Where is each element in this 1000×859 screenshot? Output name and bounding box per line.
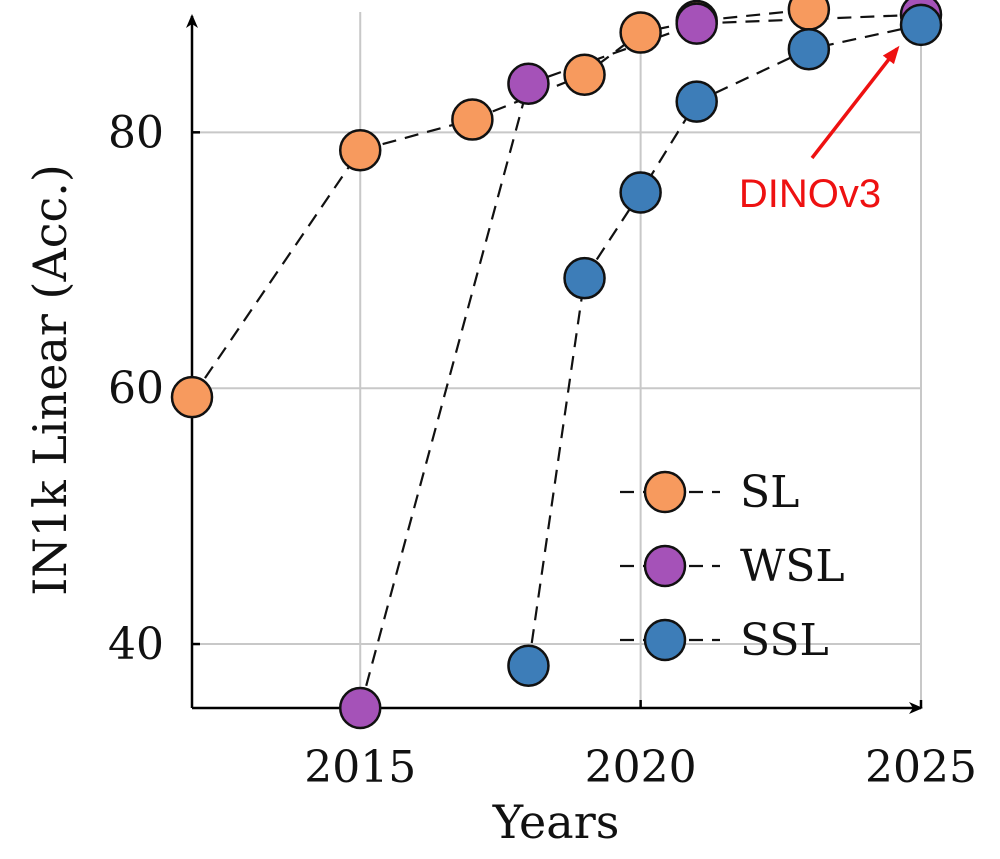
- point-sl-2012: [170, 375, 214, 419]
- series-line-ssl: [527, 23, 922, 666]
- axes: [186, 14, 923, 714]
- point-ssl-2018: [507, 644, 550, 688]
- x-axis-title: Years: [492, 795, 620, 849]
- x-tick-label-2020: 2020: [585, 742, 697, 793]
- point-ssl-2020: [619, 171, 662, 214]
- point-sl-2023: [787, 0, 831, 31]
- y-tick-label-80: 80: [108, 107, 164, 158]
- point-sl-2015: [338, 128, 382, 172]
- y-tick-label-60: 60: [108, 363, 164, 414]
- y-tick-label-40: 40: [108, 619, 164, 670]
- point-ssl-2025: [899, 3, 943, 47]
- series-line-sl: [191, 8, 809, 398]
- grid: [192, 12, 922, 708]
- x-tick-label-2015: 2015: [304, 742, 416, 793]
- legend-label-sl: SL: [740, 467, 799, 518]
- point-wsl-2018: [507, 62, 550, 105]
- point-ssl-2019: [563, 256, 606, 300]
- point-wsl-2021: [675, 2, 718, 45]
- tick-labels: 2015 2020 2025 40 60 80: [108, 107, 977, 793]
- legend: SL WSL SSL: [620, 467, 845, 666]
- series-line-wsl: [359, 13, 922, 709]
- point-sl-2017: [451, 98, 494, 141]
- annotations: DINOv3: [739, 45, 900, 216]
- legend-marker-ssl: [643, 618, 687, 662]
- point-ssl-2021: [675, 80, 718, 123]
- legend-label-wsl: WSL: [740, 541, 845, 592]
- point-sl-2020: [619, 11, 662, 54]
- annotation-label-0: DINOv3: [739, 172, 881, 216]
- y-axis-title: IN1k Linear (Acc.): [23, 164, 77, 596]
- point-wsl-2015: [338, 686, 382, 730]
- annotation-arrow-0: [810, 45, 900, 160]
- legend-marker-sl: [643, 470, 687, 514]
- point-sl-2019: [563, 53, 606, 97]
- legend-label-ssl: SSL: [740, 615, 829, 666]
- legend-marker-wsl: [643, 544, 687, 588]
- x-tick-label-2025: 2025: [865, 742, 977, 793]
- point-ssl-2023: [787, 27, 831, 71]
- series: [170, 0, 943, 730]
